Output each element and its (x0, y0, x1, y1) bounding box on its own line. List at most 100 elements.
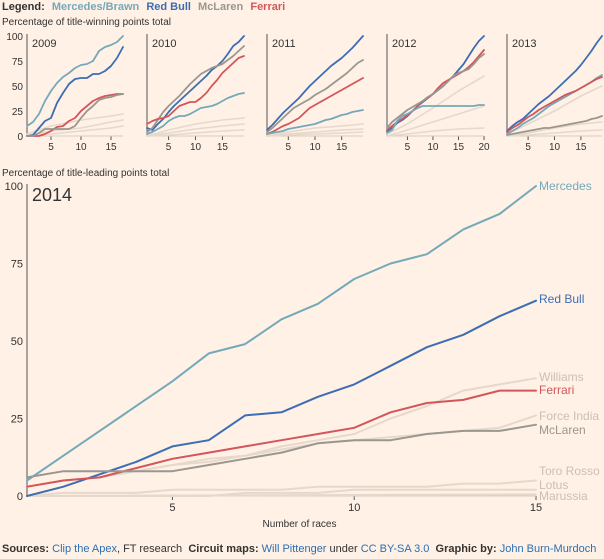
series-line-redbull (146, 35, 245, 131)
series-label-mclaren: McLaren (539, 423, 586, 437)
x-tick-label: 15 (453, 142, 465, 153)
series-line-other (386, 75, 485, 135)
legend-item-ferrari: Ferrari (250, 1, 286, 13)
series-line-mercedes (386, 104, 485, 134)
series-line-mclaren (26, 423, 537, 479)
source-ft-research: , FT research (116, 543, 183, 555)
series-line-mclaren (386, 53, 485, 129)
y-tick-label: 25 (12, 107, 24, 118)
series-label-force-india: Force India (539, 409, 599, 423)
maps-under: under (326, 543, 361, 555)
series-line-other (266, 123, 364, 137)
series-line-redbull (26, 46, 124, 137)
graphic-by-label: Graphic by: (435, 543, 497, 555)
x-tick-label: 10 (190, 142, 202, 153)
license-link[interactable]: CC BY-SA 3.0 (360, 543, 430, 555)
sources-footer: Sources: Clip the Apex, FT research Circ… (2, 543, 596, 555)
x-tick-label: 15 (105, 142, 117, 153)
series-line-ferrari (386, 49, 485, 131)
series-line-ferrari (146, 55, 245, 125)
series-label-toro-rosso: Toro Rosso (539, 464, 600, 478)
maps-author-link[interactable]: Will Pittenger (261, 543, 327, 555)
x-tick-label: 20 (478, 142, 490, 153)
series-line-other (26, 119, 124, 137)
series-line-other (146, 117, 245, 137)
series-line-ferrari (26, 389, 537, 488)
graphic-author-link[interactable]: John Burn-Murdoch (499, 543, 597, 555)
series-line-other (386, 105, 485, 137)
x-tick-label: 10 (75, 142, 87, 153)
legend: Legend: Mercedes/Brawn Red Bull McLaren … (2, 1, 285, 13)
series-line-ferrari (506, 76, 603, 133)
x-tick-label: 10 (348, 502, 360, 514)
panel-year-label: 2010 (152, 38, 176, 50)
series-label-ferrari: Ferrari (539, 383, 574, 397)
panel-year-label: 2013 (512, 38, 536, 50)
series-line-mercedes (26, 185, 537, 482)
series-line-ferrari (26, 93, 124, 137)
legend-label: Legend: (2, 1, 45, 13)
legend-item-mercedes: Mercedes/Brawn (51, 1, 140, 13)
y-tick-label: 50 (11, 336, 23, 348)
series-line-mclaren (506, 115, 603, 136)
series-line-red-bull (26, 299, 537, 497)
series-line-mclaren (266, 59, 364, 133)
x-axis-label: Number of races (263, 519, 337, 530)
series-line-other (506, 121, 603, 137)
sources-label: Sources: (2, 543, 50, 555)
main-chart-caption: Percentage of title-leading points total (2, 168, 170, 179)
series-line-mercedes (266, 109, 364, 135)
y-tick-label: 0 (17, 491, 23, 503)
circuit-maps-label: Circuit maps: (188, 543, 259, 555)
legend-item-mclaren: McLaren (198, 1, 244, 13)
panel-year-label: 2012 (392, 38, 416, 50)
series-label-lotus: Lotus (539, 478, 568, 492)
series-line-other (506, 85, 603, 135)
series-line-redbull (266, 35, 364, 131)
series-line-mclaren (26, 93, 124, 137)
x-tick-label: 5 (286, 142, 292, 153)
y-tick-label: 75 (12, 57, 24, 68)
panel-year-label: 2011 (272, 38, 296, 50)
x-tick-label: 10 (549, 142, 561, 153)
series-line-mercedes (146, 92, 245, 135)
y-tick-label: 50 (12, 82, 24, 93)
y-tick-label: 0 (17, 132, 23, 143)
series-label-williams: Williams (539, 370, 584, 384)
x-tick-label: 15 (575, 142, 587, 153)
series-line-toro-rosso (26, 479, 537, 497)
panel-year-label: 2009 (32, 38, 56, 50)
series-line-other (146, 123, 245, 137)
series-line-redbull (506, 35, 603, 132)
panel-year-label: 2014 (32, 185, 72, 205)
y-tick-label: 100 (5, 181, 23, 193)
x-tick-label: 10 (427, 142, 439, 153)
source-link-clip-the-apex[interactable]: Clip the Apex (52, 543, 117, 555)
x-tick-label: 5 (405, 142, 411, 153)
small-multiples-caption: Percentage of title-winning points total (2, 17, 171, 28)
x-tick-label: 5 (48, 142, 54, 153)
x-tick-label: 5 (525, 142, 531, 153)
x-tick-label: 10 (309, 142, 321, 153)
series-label-marussia: Marussia (539, 489, 588, 503)
series-line-ferrari (266, 77, 364, 135)
series-line-other (26, 113, 124, 135)
x-tick-label: 15 (530, 502, 542, 514)
x-tick-label: 15 (217, 142, 229, 153)
series-line-other (266, 131, 364, 137)
series-label-mercedes: Mercedes (539, 179, 592, 193)
series-line-other (506, 129, 603, 137)
series-label-red-bull: Red Bull (539, 292, 584, 306)
series-line-mercedes (26, 35, 124, 127)
series-line-other (146, 129, 245, 137)
series-line-marussia (26, 493, 537, 497)
y-tick-label: 75 (11, 259, 23, 271)
y-tick-label: 25 (11, 414, 23, 426)
x-tick-label: 5 (169, 502, 175, 514)
series-line-mclaren (146, 45, 245, 133)
x-tick-label: 5 (166, 142, 172, 153)
y-tick-label: 100 (6, 32, 23, 43)
legend-item-redbull: Red Bull (146, 1, 191, 13)
series-line-other (386, 127, 485, 137)
